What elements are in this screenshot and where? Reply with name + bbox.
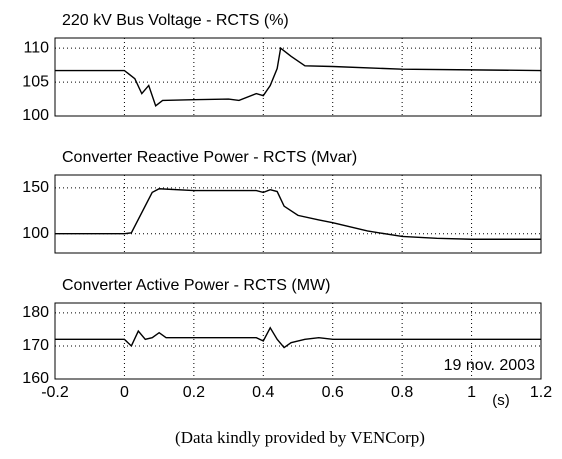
chart-title: Converter Active Power - RCTS (MW): [62, 277, 330, 294]
x-tick-label: -0.2: [41, 384, 69, 401]
data-line: [55, 326, 541, 349]
caption: (Data kindly provided by VENCorp): [175, 428, 425, 447]
data-line: [55, 46, 542, 107]
x-tick-label: 0: [120, 384, 129, 401]
x-tick-label: 1: [467, 384, 476, 401]
x-tick-label: 1.2: [530, 384, 552, 401]
x-tick-label: 0.2: [183, 384, 205, 401]
y-tick-label: 150: [22, 179, 49, 196]
chart-title: 220 kV Bus Voltage - RCTS (%): [62, 12, 289, 29]
y-tick-label: 160: [22, 370, 49, 387]
x-axis-label: (s): [492, 392, 510, 409]
y-tick-label: 100: [22, 107, 49, 124]
y-tick-label: 105: [22, 73, 49, 90]
y-tick-label: 110: [23, 39, 49, 56]
plot-frame: [54, 37, 542, 117]
plot-frame: [54, 174, 542, 254]
x-tick-label: 0.4: [252, 384, 274, 401]
annotation: 19 nov. 2003: [444, 357, 535, 374]
data-line: [55, 188, 541, 240]
chart-title: Converter Reactive Power - RCTS (Mvar): [62, 149, 357, 166]
plot-frame: [54, 302, 542, 380]
x-tick-label: 0.8: [391, 384, 413, 401]
y-tick-label: 100: [22, 225, 49, 242]
y-tick-label: 180: [22, 304, 49, 321]
x-tick-label: 0.6: [322, 384, 344, 401]
y-tick-label: 170: [22, 337, 49, 354]
